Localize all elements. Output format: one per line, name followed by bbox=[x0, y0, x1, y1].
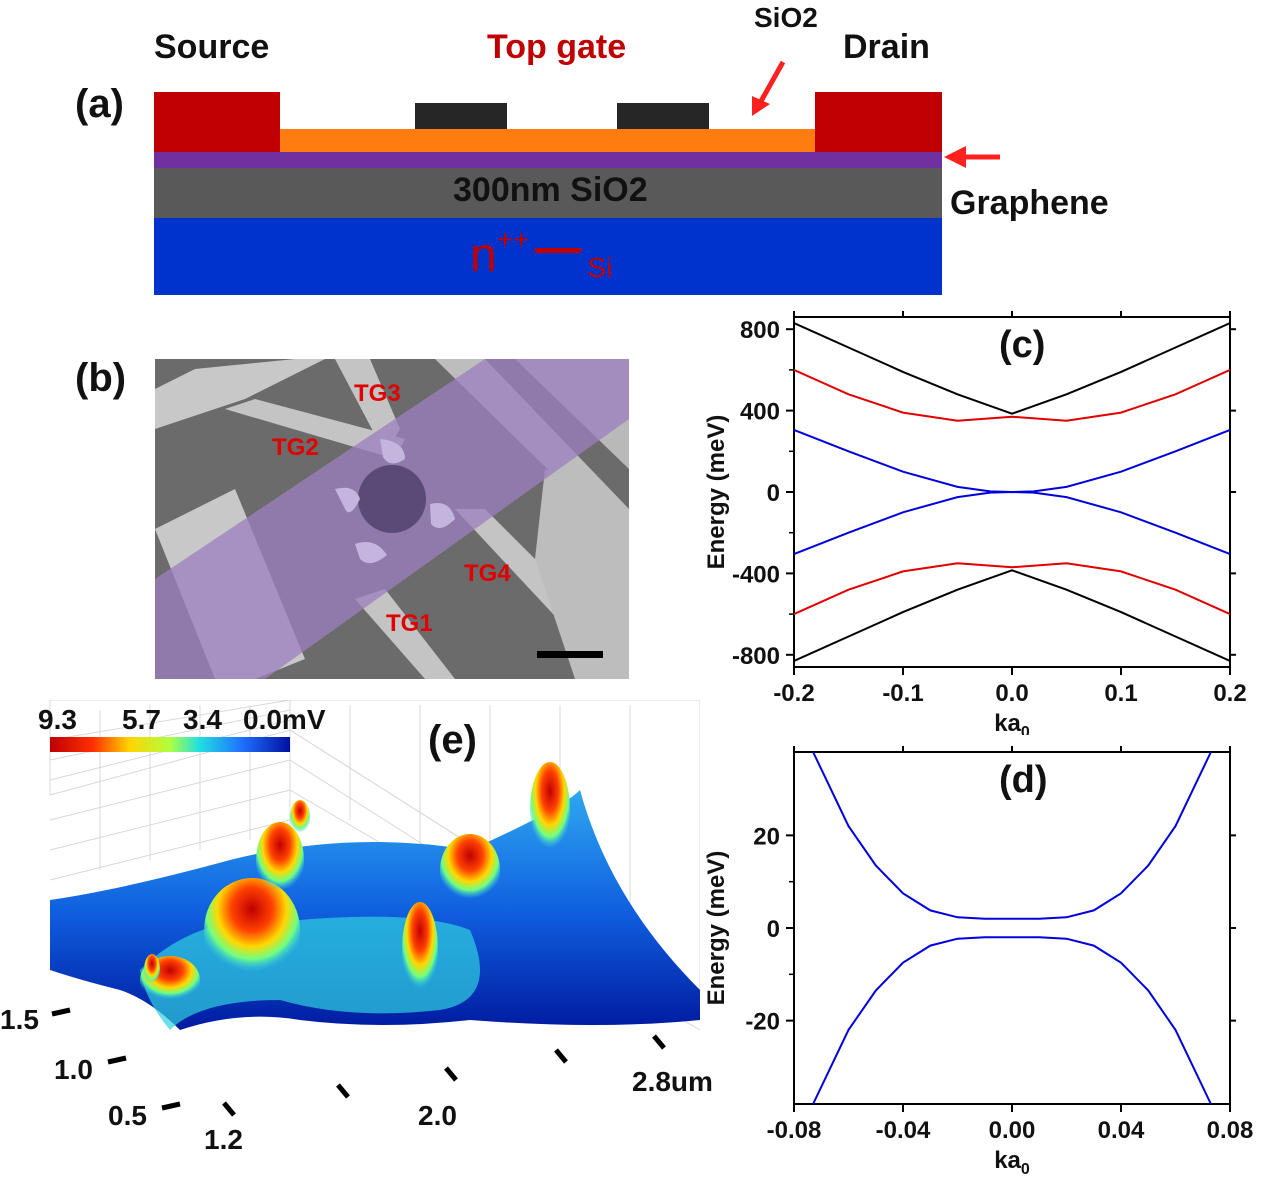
tg4-label: TG4 bbox=[464, 560, 511, 587]
chart-c-xlabel: ka0 bbox=[994, 710, 1030, 735]
peak-3 bbox=[290, 800, 310, 836]
colorbar bbox=[50, 737, 290, 752]
chart-c-ytick-label: 400 bbox=[740, 399, 780, 426]
chart-d-ylabel: Energy (meV) bbox=[703, 851, 730, 1006]
source-contact bbox=[154, 92, 280, 152]
chart-d-frame bbox=[793, 751, 1231, 1105]
substrate-sup: ++ bbox=[496, 224, 530, 255]
chart-c-ytick-label: 0 bbox=[767, 480, 780, 507]
chart-c: -0.2 -0.1 0.0 0.1 0.2 -800 -400 0 400 800 ka0 Energ… bbox=[703, 311, 1247, 735]
chart-d-xlabel: ka0 bbox=[994, 1147, 1030, 1178]
x-tick-2: 2.8um bbox=[632, 1066, 713, 1097]
sio2-layer bbox=[154, 168, 942, 218]
chart-c-xtick-label: 0.0 bbox=[995, 680, 1028, 707]
chart-c-series-5 bbox=[793, 490, 1231, 556]
chart-c-ytick-label: -800 bbox=[732, 643, 780, 670]
colorbar-tick-1: 5.7 bbox=[122, 704, 161, 735]
chart-d-ytick-label: 0 bbox=[767, 916, 780, 943]
tg1-label: TG1 bbox=[386, 610, 433, 637]
finger-gate-2 bbox=[335, 487, 360, 513]
peak-2 bbox=[256, 822, 304, 898]
lead-right-bottom bbox=[535, 469, 629, 679]
axis-ticks bbox=[51, 1007, 666, 1117]
chart-c-series-4 bbox=[793, 428, 1231, 494]
y-tick-2: 0.5 bbox=[108, 1100, 147, 1131]
peak-4 bbox=[440, 834, 500, 906]
graphene-arrow-head bbox=[944, 146, 966, 168]
grid-walls bbox=[49, 700, 700, 1031]
chart-c-ytick-label: -400 bbox=[732, 561, 780, 588]
tg2-label: TG2 bbox=[272, 434, 319, 461]
x-tick-1: 2.0 bbox=[418, 1100, 457, 1131]
substrate-label: n++ Si bbox=[470, 224, 612, 284]
finger-gate-4 bbox=[430, 503, 455, 528]
device-schematic bbox=[154, 60, 1000, 295]
peak-1 bbox=[204, 878, 300, 982]
panel-b-label: (b) bbox=[75, 356, 127, 400]
scale-bar bbox=[537, 651, 603, 658]
chart-c-series-1 bbox=[793, 569, 1231, 662]
x-tick-0: 1.2 bbox=[204, 1124, 243, 1155]
top-gate-left bbox=[415, 103, 507, 129]
central-dot bbox=[358, 465, 426, 533]
graphene-layer bbox=[154, 152, 942, 168]
drain-label: Drain bbox=[843, 28, 930, 66]
source-label: Source bbox=[154, 28, 270, 66]
chart-d-xtick-label: 0.00 bbox=[989, 1117, 1036, 1144]
finger-gate-1 bbox=[355, 542, 387, 564]
chart-d-panel-label: (d) bbox=[999, 759, 1048, 801]
panel-e-label: (e) bbox=[428, 718, 477, 762]
chart-d-series-1 bbox=[812, 936, 1212, 1105]
panel-a-label: (a) bbox=[75, 82, 124, 126]
colorbar-tick-0: 9.3 bbox=[38, 704, 77, 735]
substrate-main: n bbox=[470, 229, 497, 282]
tg3-label: TG3 bbox=[354, 380, 401, 407]
graphene-label: Graphene bbox=[950, 184, 1109, 222]
peak-8 bbox=[144, 954, 160, 986]
chart-c-xtick-label: -0.1 bbox=[882, 680, 923, 707]
chart-d-xtick-label: -0.04 bbox=[876, 1117, 931, 1144]
chart-d-ytick-label: -20 bbox=[745, 1009, 780, 1036]
chart-c-series-0 bbox=[793, 322, 1231, 415]
chart-d-ytick-label: 20 bbox=[753, 823, 780, 850]
surface-plot bbox=[49, 700, 700, 1117]
substrate-sub: Si bbox=[587, 252, 613, 283]
y-tick-1: 1.0 bbox=[54, 1054, 93, 1085]
chart-d-xtick-label: -0.08 bbox=[767, 1117, 822, 1144]
chart-c-xtick-label: 0.2 bbox=[1213, 680, 1246, 707]
drain-contact bbox=[815, 92, 942, 152]
chart-c-xtick-label: 0.1 bbox=[1104, 680, 1137, 707]
top-gate-label: Top gate bbox=[487, 28, 627, 66]
peak-6 bbox=[402, 902, 438, 998]
lead-tg1 bbox=[355, 589, 455, 679]
colorbar-tick-2: 3.4 bbox=[183, 704, 222, 735]
si-substrate bbox=[154, 218, 942, 295]
lead-top-left bbox=[155, 359, 325, 429]
chart-d-xtick-label: 0.08 bbox=[1207, 1117, 1254, 1144]
top-gate-right bbox=[617, 103, 709, 129]
chart-c-panel-label: (c) bbox=[999, 324, 1045, 366]
chart-c-xtick-label: -0.2 bbox=[773, 680, 814, 707]
chart-d: -0.08 -0.04 0.00 0.04 0.08 -20 0 20 ka0 Energy (m… bbox=[703, 746, 1254, 1178]
chart-d-series-0 bbox=[812, 751, 1212, 920]
sio2-top-label: SiO2 bbox=[754, 2, 818, 33]
chart-d-xtick-label: 0.04 bbox=[1098, 1117, 1145, 1144]
oxide-label: 300nm SiO2 bbox=[453, 171, 648, 209]
chart-c-series-2 bbox=[793, 368, 1231, 422]
sem-image bbox=[155, 359, 629, 679]
y-tick-0: 1.5 bbox=[0, 1004, 39, 1035]
finger-gate-3 bbox=[380, 439, 405, 464]
sio2-arrow bbox=[757, 60, 786, 105]
peak-5 bbox=[530, 762, 570, 858]
chart-c-ytick-label: 800 bbox=[740, 317, 780, 344]
chart-c-ylabel: Energy (meV) bbox=[703, 415, 730, 570]
top-oxide-layer bbox=[280, 129, 815, 152]
colorbar-tick-3: 0.0mV bbox=[243, 704, 326, 735]
chart-c-series-3 bbox=[793, 562, 1231, 616]
sio2-arrow-head bbox=[752, 96, 770, 116]
